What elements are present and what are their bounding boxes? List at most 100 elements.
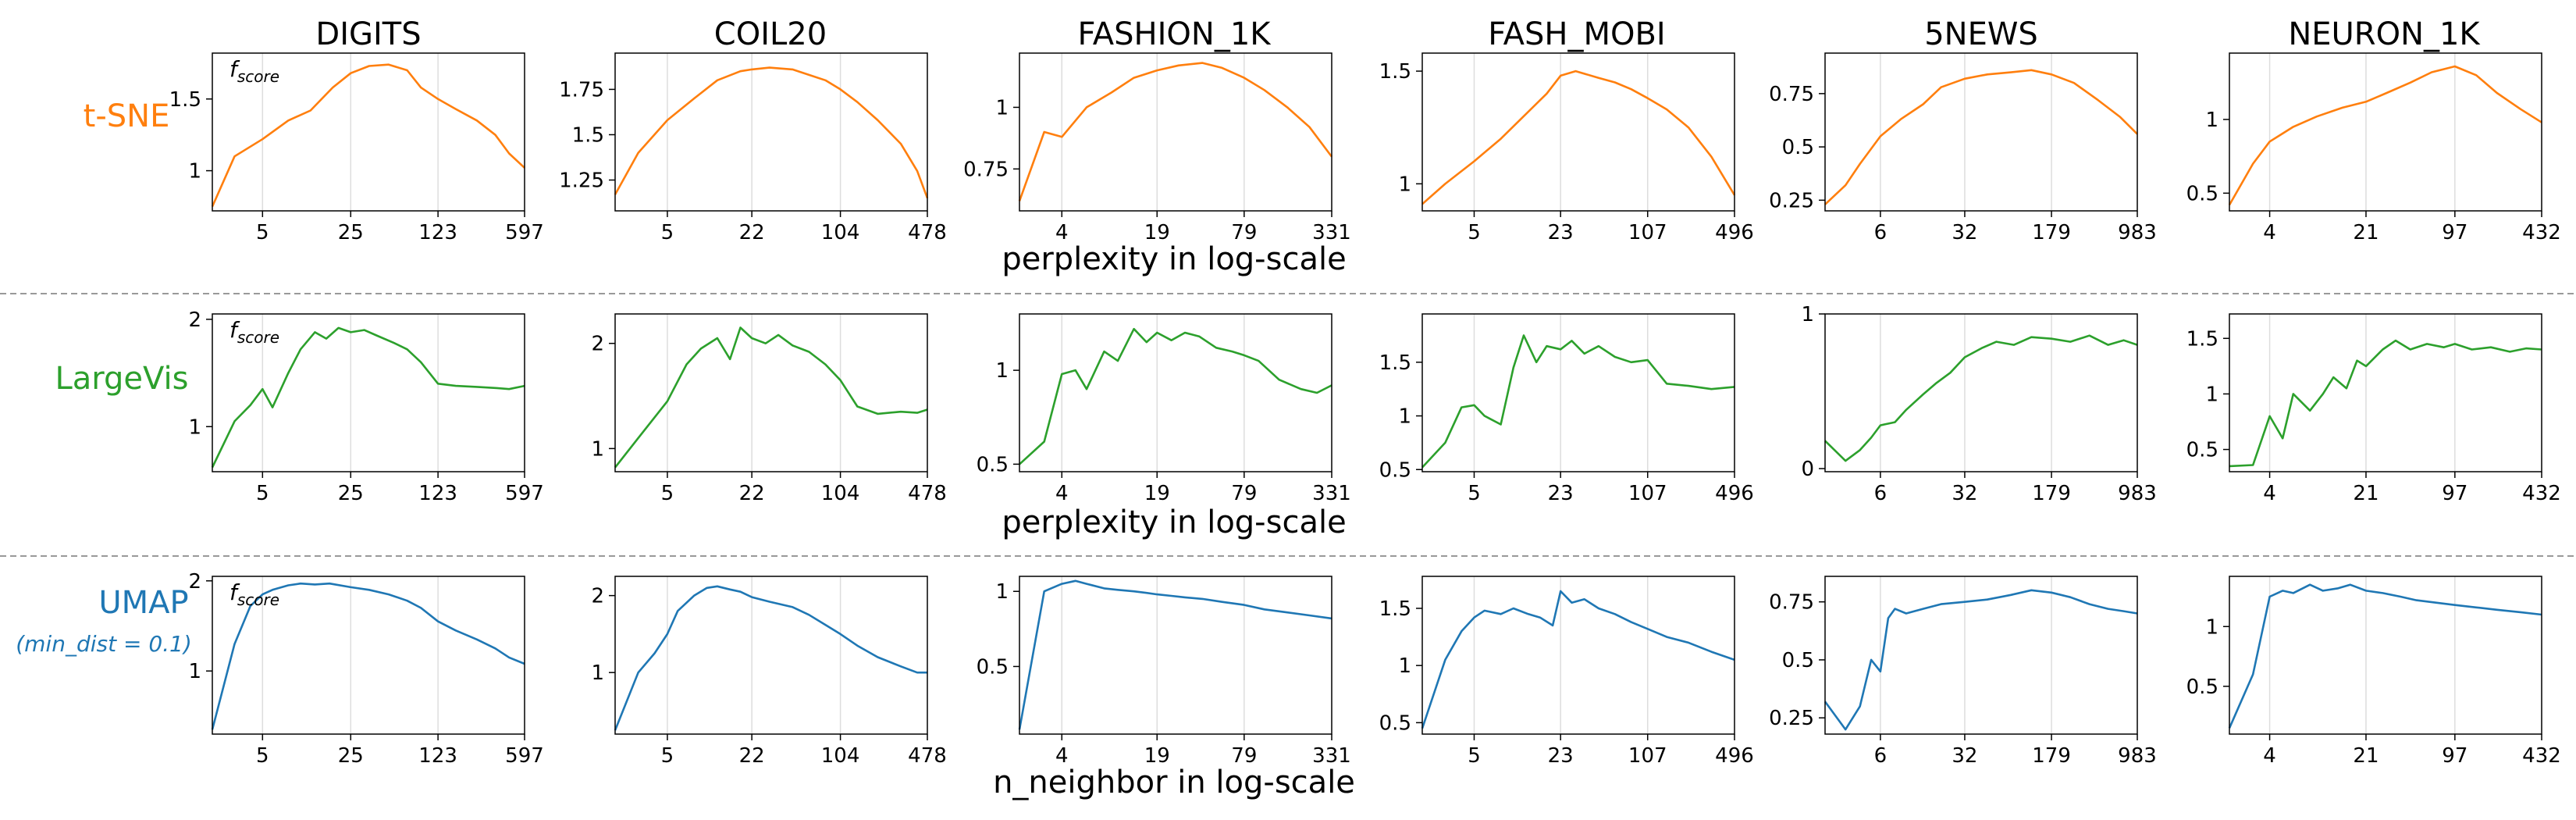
y-tick-label: 0.5: [1782, 136, 1814, 159]
axes-frame: [1019, 52, 1332, 212]
x-tick-label: 4: [2263, 744, 2276, 768]
x-tick-label: 5: [256, 482, 269, 505]
panel-tsne-coil20: 5 22 104 478 1.25 1.5 1.75: [559, 52, 947, 244]
x-tick-label: 432: [2522, 744, 2561, 768]
y-tick-label: 0: [1801, 458, 1814, 481]
y-tick-label: 0.75: [1769, 591, 1814, 615]
x-tick-label: 432: [2522, 221, 2561, 244]
x-tick-label: 179: [2032, 744, 2071, 768]
axes-frame: [2229, 576, 2542, 735]
series-line: [211, 326, 525, 469]
axes-frame: [212, 576, 525, 735]
series-line: [1019, 327, 1332, 465]
row-label-largevis: LargeVis: [55, 361, 189, 397]
x-tick-label: 23: [1548, 221, 1574, 244]
y-tick-label: 1: [188, 660, 201, 683]
y-tick-label: 2: [591, 333, 604, 356]
series-line: [1421, 334, 1735, 469]
x-tick-label: 123: [418, 744, 457, 768]
axes-frame: [1824, 52, 2138, 212]
panel-largevis-neuron1k: 4 21 97 432 0.5 1 1.5: [2186, 313, 2561, 505]
x-tick-label: 6: [1874, 221, 1888, 244]
axes-frame: [614, 313, 928, 472]
column-title-fashion1k: FASHION_1K: [1077, 16, 1272, 52]
panel-tsne-fashion1k: 4 19 79 331 0.75 1: [963, 52, 1351, 244]
y-tick-label: 0.5: [2186, 182, 2218, 205]
x-tick-label: 496: [1715, 221, 1754, 244]
y-tick-label: 1.25: [559, 169, 604, 193]
panel-tsne-fashmobi: 5 23 107 496 1 1.5: [1379, 52, 1754, 244]
column-title-digits: DIGITS: [315, 16, 421, 52]
y-tick-label: 1: [1398, 654, 1411, 678]
x-tick-label: 5: [256, 744, 269, 768]
series-line: [614, 585, 927, 731]
row-label-umap: UMAP: [98, 585, 188, 621]
y-tick-label: 0.5: [977, 453, 1009, 476]
x-tick-label: 107: [1628, 744, 1667, 768]
y-tick-label: 1: [1398, 173, 1411, 196]
y-tick-label: 0.25: [1769, 189, 1814, 212]
axes-frame: [2229, 52, 2542, 212]
x-tick-label: 4: [1055, 221, 1069, 244]
y-tick-label: 1: [995, 580, 1009, 604]
column-title-coil20: COIL20: [714, 16, 827, 52]
y-tick-label: 1.5: [572, 123, 604, 147]
y-tick-label: 1.5: [1379, 60, 1411, 84]
column-title-fashmobi: FASH_MOBI: [1488, 16, 1665, 52]
y-tick-label: 1: [188, 415, 201, 439]
y-tick-label: 1: [591, 661, 604, 685]
x-tick-label: 5: [256, 221, 269, 244]
x-tick-label: 97: [2442, 221, 2467, 244]
x-tick-label: 22: [739, 221, 765, 244]
xlabel-row-umap: n_neighbor in log-scale: [993, 765, 1355, 800]
y-tick-label: 1.75: [559, 78, 604, 102]
series-line: [1018, 579, 1332, 730]
panel-tsne-digits: 5 25 123 597 1 1.5 fscore: [169, 52, 544, 244]
x-tick-label: 6: [1874, 482, 1888, 505]
x-tick-label: 5: [1468, 482, 1481, 505]
y-tick-label: 1: [1398, 405, 1411, 429]
series-line: [2228, 65, 2542, 206]
series-line: [614, 66, 929, 199]
x-tick-label: 21: [2353, 744, 2379, 768]
x-tick-label: 32: [1952, 221, 1977, 244]
x-tick-label: 97: [2442, 482, 2467, 505]
panel-umap-digits: 5 25 123 597 1 2 fscore: [188, 570, 543, 768]
metric-label: fscore: [229, 579, 279, 609]
x-tick-label: 5: [661, 221, 674, 244]
axes-frame: [2229, 313, 2542, 472]
series-line: [1824, 69, 2138, 205]
x-tick-label: 25: [338, 482, 364, 505]
x-tick-label: 496: [1715, 744, 1754, 768]
x-tick-label: 331: [1312, 744, 1351, 768]
panel-umap-fashion1k: 4 19 79 331 0.5 1: [977, 576, 1351, 768]
panel-largevis-coil20: 5 22 104 478 1 2: [591, 313, 947, 505]
x-tick-label: 107: [1628, 221, 1667, 244]
x-tick-label: 79: [1231, 744, 1257, 768]
x-tick-label: 32: [1952, 482, 1977, 505]
y-tick-label: 0.5: [977, 655, 1009, 679]
panel-largevis-fashion1k: 4 19 79 331 0.5 1: [977, 313, 1351, 505]
x-tick-label: 19: [1144, 744, 1170, 768]
x-tick-label: 478: [908, 744, 947, 768]
series-line: [1824, 334, 2138, 462]
x-tick-label: 6: [1874, 744, 1888, 768]
series-line: [1421, 590, 1735, 729]
x-tick-label: 25: [338, 221, 364, 244]
y-tick-label: 1: [188, 160, 201, 184]
series-line: [1018, 62, 1333, 201]
x-tick-label: 432: [2522, 482, 2561, 505]
y-tick-label: 1: [1801, 303, 1814, 326]
y-tick-label: 1: [995, 96, 1009, 119]
y-tick-label: 2: [188, 570, 201, 594]
xlabel-row-largevis: perplexity in log-scale: [1002, 504, 1346, 540]
x-tick-label: 22: [739, 482, 765, 505]
axes-frame: [1824, 313, 2138, 472]
x-tick-label: 23: [1548, 744, 1574, 768]
axes-frame: [1824, 576, 2138, 735]
y-tick-label: 1: [2205, 615, 2218, 639]
x-tick-label: 104: [821, 744, 860, 768]
x-tick-label: 478: [908, 482, 947, 505]
